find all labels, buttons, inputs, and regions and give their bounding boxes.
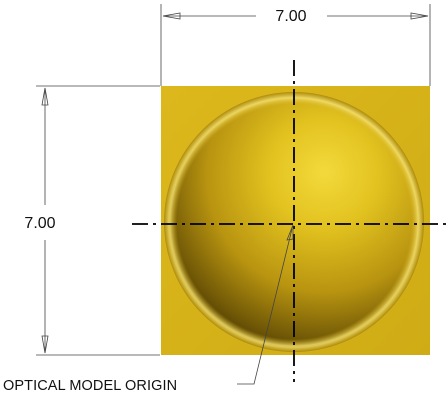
left-arrowhead-top — [41, 87, 49, 106]
top-arrowhead-right — [410, 12, 429, 20]
top-arrowhead-left — [162, 12, 181, 20]
optical-model-origin-label: OPTICAL MODEL ORIGIN — [3, 378, 177, 394]
sphere-rim — [164, 92, 424, 352]
width-dimension-label: 7.00 — [275, 8, 306, 25]
top-dimension: 7.00 — [160, 4, 431, 86]
origin-leader-line — [237, 228, 293, 385]
left-arrowhead-bottom — [41, 335, 49, 354]
height-dimension-label: 7.00 — [24, 215, 55, 232]
left-dimension: 7.00 — [24, 85, 160, 356]
sphere-dome — [164, 92, 424, 352]
origin-leader-arrowhead — [286, 224, 294, 241]
origin-leader — [237, 224, 294, 385]
